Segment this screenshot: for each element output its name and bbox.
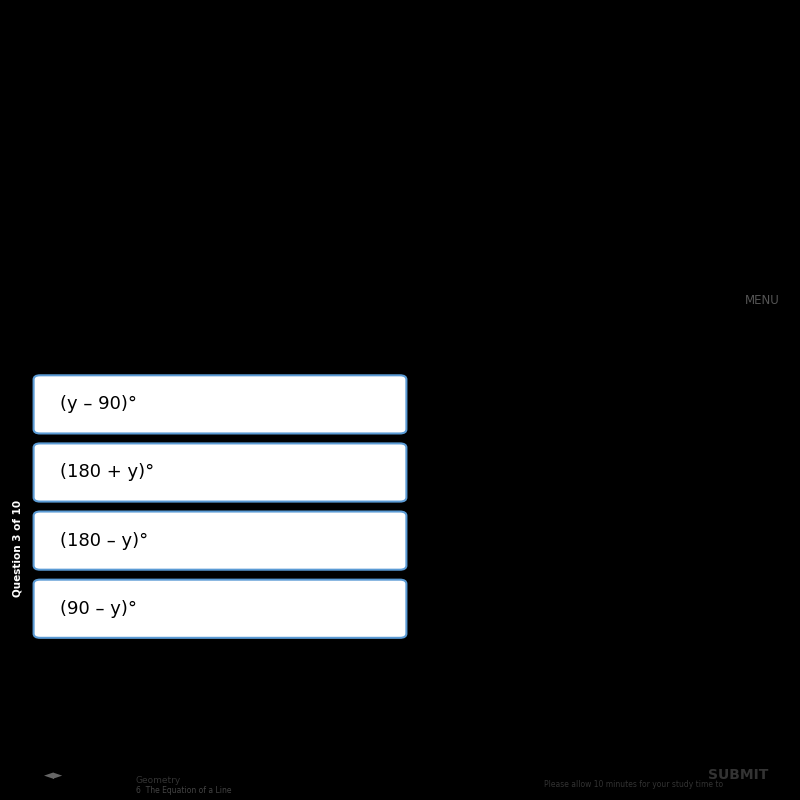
- FancyBboxPatch shape: [34, 580, 406, 638]
- Text: MENU: MENU: [746, 294, 780, 307]
- Text: Question 3 of 10: Question 3 of 10: [13, 500, 23, 597]
- Text: Geometry: Geometry: [136, 776, 182, 785]
- Text: (90 – y)°: (90 – y)°: [60, 600, 137, 618]
- Text: ◄►: ◄►: [44, 769, 63, 782]
- Text: Please allow 10 minutes for your study time to: Please allow 10 minutes for your study t…: [544, 780, 723, 790]
- Text: (180 + y)°: (180 + y)°: [60, 463, 154, 482]
- Text: SUBMIT: SUBMIT: [708, 768, 768, 782]
- FancyBboxPatch shape: [34, 511, 406, 570]
- Text: (180 – y)°: (180 – y)°: [60, 532, 148, 550]
- Text: y°: y°: [454, 592, 474, 610]
- Text: 6  The Equation of a Line: 6 The Equation of a Line: [136, 786, 231, 795]
- Text: B: B: [652, 399, 664, 418]
- Text: A: A: [422, 708, 434, 726]
- Text: (y – 90)°: (y – 90)°: [60, 395, 137, 414]
- FancyBboxPatch shape: [34, 443, 406, 502]
- Text: Angles $\mathit{A}$ and $\mathit{B}$ are complementary. The measure of angle $\m: Angles $\mathit{A}$ and $\mathit{B}$ are…: [40, 299, 718, 354]
- FancyBboxPatch shape: [34, 375, 406, 434]
